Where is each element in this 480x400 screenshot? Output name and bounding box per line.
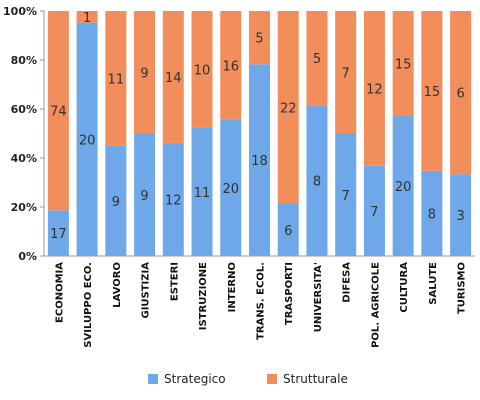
legend-swatch-strutturale: [267, 374, 277, 384]
bar-strategico: [363, 165, 385, 256]
x-tick-label: ECONOMIA: [54, 262, 65, 323]
data-label-strategico: 20: [395, 180, 412, 195]
bar-strategico: [220, 119, 242, 256]
x-tick-label: TURISMO: [457, 262, 468, 314]
legend-label-strategico: Strategico: [164, 372, 226, 386]
data-label-strutturale: 14: [165, 71, 182, 86]
bar-strategico: [392, 116, 414, 256]
data-label-strutturale: 11: [108, 72, 125, 87]
x-tick-label: GIUSTIZIA: [141, 262, 152, 319]
bar-strategico: [134, 133, 156, 256]
data-label-strutturale: 22: [280, 101, 297, 116]
data-label-strutturale: 10: [194, 63, 211, 78]
y-tick-label: 0%: [18, 250, 37, 263]
data-label-strategico: 8: [313, 175, 321, 190]
bar-strutturale: [76, 11, 98, 23]
bar-strutturale: [392, 11, 414, 116]
data-label-strutturale: 5: [255, 32, 263, 47]
bar-strutturale: [47, 11, 69, 211]
data-label-strategico: 20: [222, 182, 239, 197]
bar-strategico: [335, 133, 357, 256]
data-label-strutturale: 12: [366, 82, 383, 97]
data-label-strutturale: 1: [83, 11, 91, 26]
bar-strutturale: [162, 11, 184, 143]
x-tick-label: POL. AGRICOLE: [370, 262, 381, 348]
bar-strategico: [450, 174, 472, 256]
bar-strutturale: [335, 11, 357, 134]
data-label-strategico: 7: [370, 205, 378, 220]
data-label-strategico: 17: [50, 227, 67, 242]
x-tick-label: ESTERI: [169, 262, 180, 301]
data-label-strutturale: 7: [342, 66, 350, 81]
data-label-strutturale: 6: [456, 87, 464, 102]
data-label-strategico: 11: [194, 186, 211, 201]
data-label-strutturale: 9: [140, 66, 148, 81]
data-label-strategico: 12: [165, 193, 182, 208]
data-label-strutturale: 15: [424, 85, 441, 100]
x-tick-label: DIFESA: [342, 262, 353, 303]
legend-label-strutturale: Strutturale: [283, 372, 348, 386]
x-tick-label: SVILUPPO ECO.: [83, 262, 94, 348]
y-tick-label: 100%: [3, 5, 37, 18]
data-label-strategico: 18: [251, 154, 268, 169]
bar-strategico: [277, 203, 299, 256]
data-label-strategico: 7: [342, 189, 350, 204]
x-tick-label: TRASPORTI: [284, 262, 295, 325]
bar-strutturale: [220, 11, 242, 120]
x-tick-label: INTERNO: [227, 262, 238, 312]
y-tick-label: 80%: [11, 54, 37, 67]
bar-strategico: [105, 145, 127, 256]
bar-strategico: [162, 142, 184, 256]
x-tick-label: ISTRUZIONE: [198, 262, 209, 330]
y-tick-label: 60%: [11, 103, 37, 116]
bar-strategico: [421, 170, 443, 256]
x-tick-label: SALUTE: [428, 262, 439, 305]
data-label-strategico: 20: [79, 133, 96, 148]
bar-strutturale: [450, 11, 472, 175]
bar-strutturale: [363, 11, 385, 166]
legend-swatch-strategico: [148, 374, 158, 384]
bar-strategico: [306, 105, 328, 256]
bar-strategico: [191, 127, 213, 257]
y-tick-label: 20%: [11, 201, 37, 214]
x-tick-label: TRANS. ECOL.: [256, 262, 267, 340]
bar-strutturale: [306, 11, 328, 106]
data-label-strutturale: 5: [313, 52, 321, 67]
x-tick-label: LAVORO: [112, 262, 123, 308]
bar-strutturale: [277, 11, 299, 204]
bar-strutturale: [421, 11, 443, 171]
data-label-strategico: 9: [140, 189, 148, 204]
data-label-strategico: 9: [112, 195, 120, 210]
x-tick-label: CULTURA: [399, 262, 410, 313]
bar-strategico: [249, 64, 270, 257]
bar-strategico: [47, 210, 69, 256]
x-tick-label: UNIVERSITA': [313, 262, 324, 332]
bar-strategico: [76, 22, 98, 256]
data-label-strategico: 8: [428, 207, 436, 222]
data-label-strategico: 6: [284, 224, 292, 239]
data-label-strutturale: 74: [50, 105, 67, 120]
bar-strutturale: [134, 11, 156, 134]
bar-strutturale: [105, 11, 127, 146]
bar-strutturale: [191, 11, 213, 128]
data-label-strategico: 3: [456, 209, 464, 224]
data-label-strutturale: 15: [395, 58, 412, 73]
y-tick-label: 40%: [11, 152, 37, 165]
data-label-strutturale: 16: [222, 59, 239, 74]
bar-strutturale: [249, 11, 270, 65]
